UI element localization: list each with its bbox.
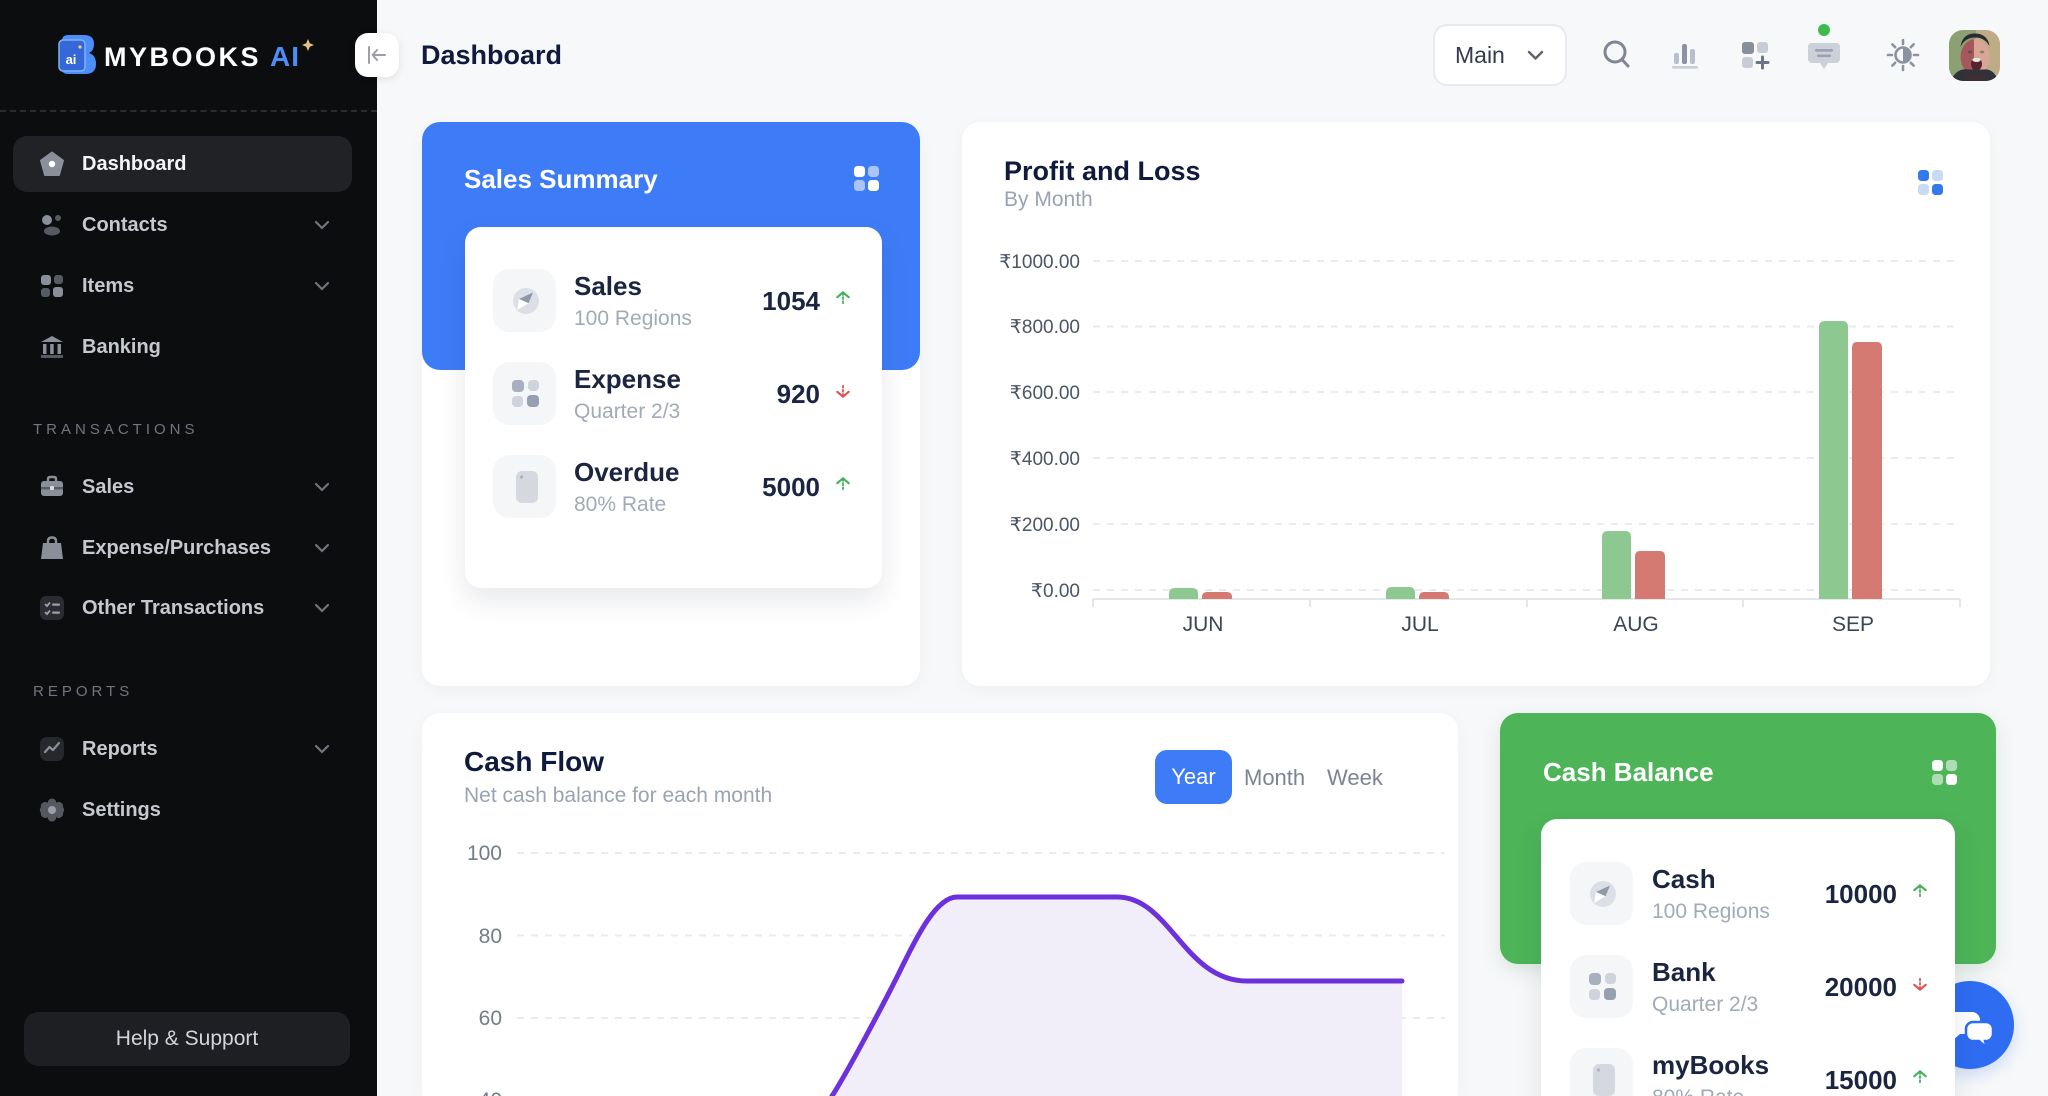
svg-text:60: 60 bbox=[479, 1007, 502, 1030]
svg-text:80: 80 bbox=[479, 925, 502, 948]
svg-text:SEP: SEP bbox=[1832, 613, 1874, 636]
svg-text:AUG: AUG bbox=[1613, 613, 1659, 636]
svg-text:AI: AI bbox=[270, 41, 300, 72]
svg-text:₹800.00: ₹800.00 bbox=[1010, 317, 1080, 338]
svg-text:₹0.00: ₹0.00 bbox=[1031, 581, 1080, 602]
svg-text:₹600.00: ₹600.00 bbox=[1010, 383, 1080, 404]
svg-text:JUN: JUN bbox=[1183, 613, 1224, 636]
svg-text:100: 100 bbox=[467, 842, 502, 865]
svg-text:40: 40 bbox=[479, 1089, 502, 1096]
svg-text:₹400.00: ₹400.00 bbox=[1010, 449, 1080, 470]
svg-text:₹200.00: ₹200.00 bbox=[1010, 515, 1080, 536]
svg-text:JUL: JUL bbox=[1401, 613, 1438, 636]
svg-text:MYBOOKS: MYBOOKS bbox=[104, 42, 261, 72]
svg-text:₹1000.00: ₹1000.00 bbox=[999, 252, 1080, 273]
svg-text:ai: ai bbox=[66, 52, 77, 67]
